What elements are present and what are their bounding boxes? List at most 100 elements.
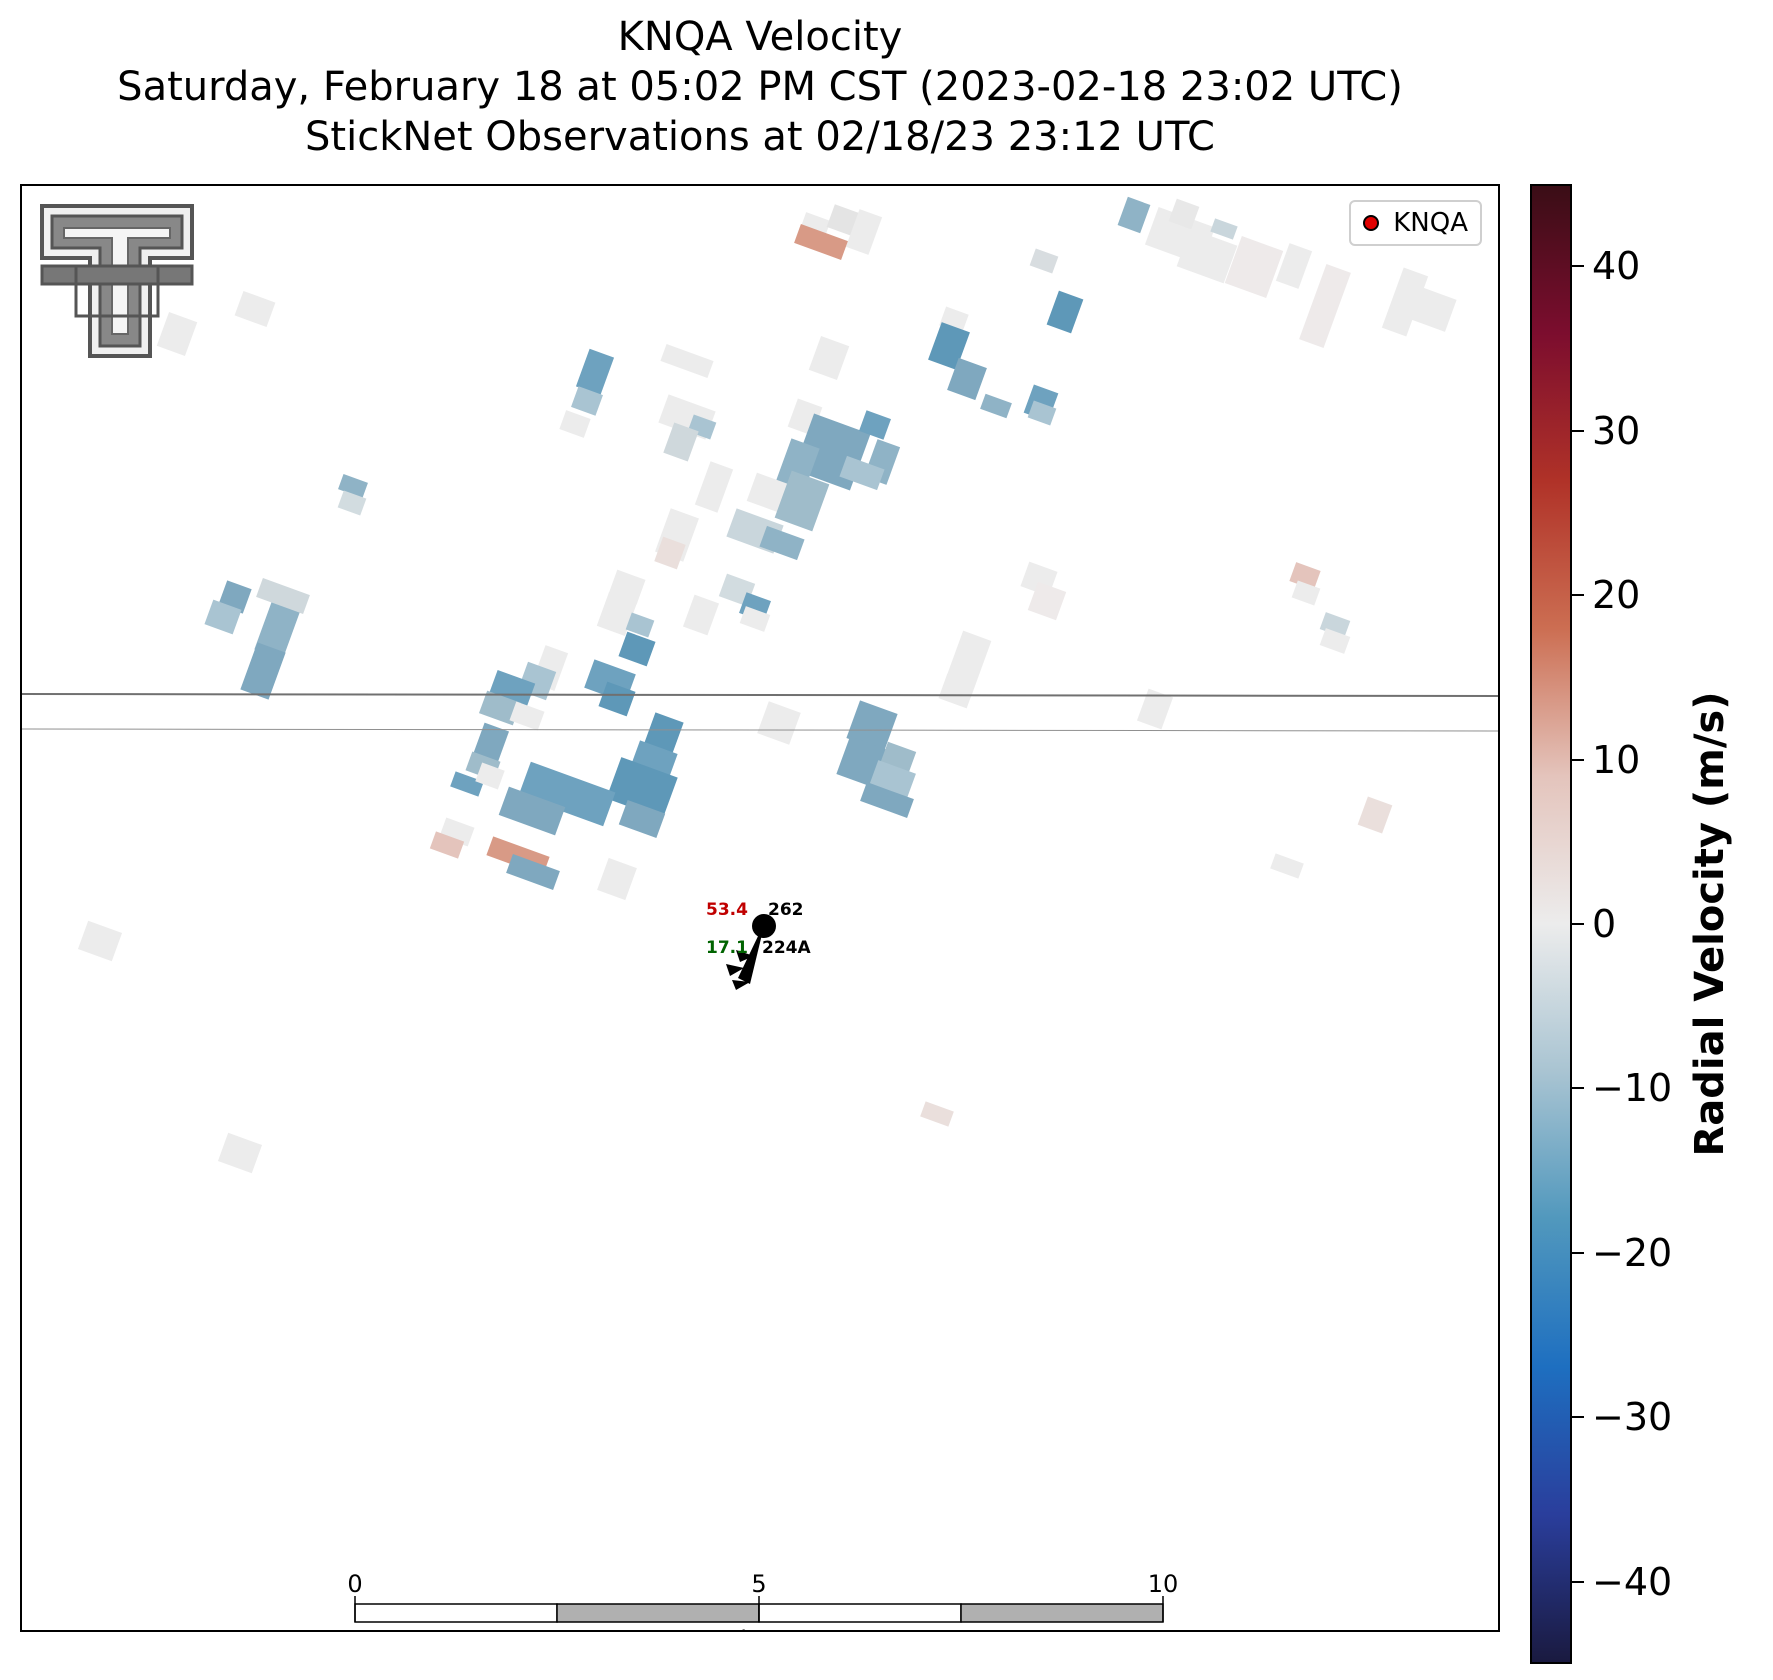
velocity-bin <box>1046 290 1084 334</box>
velocity-bin <box>682 594 720 636</box>
velocity-bin <box>338 474 368 498</box>
scale-bar <box>354 1596 1164 1623</box>
velocity-bin <box>1319 628 1351 654</box>
velocity-bin <box>1270 853 1304 879</box>
radar-map[interactable]: KNQA 53.4 262 17.1 224A 0 5 10 km <box>20 184 1500 1632</box>
station-plot <box>726 914 776 990</box>
velocity-bin <box>156 311 198 357</box>
velocity-bin <box>947 357 987 401</box>
velocity-bin <box>739 606 771 632</box>
knqa-marker-icon <box>1363 215 1380 231</box>
scale-tick-10: 10 <box>1147 1570 1179 1598</box>
colorbar-tick-label: −30 <box>1592 1395 1673 1440</box>
velocity-bin <box>1291 580 1321 606</box>
velocity-bin <box>506 854 560 890</box>
velocity-bin <box>597 857 637 901</box>
colorbar-tick <box>1572 1251 1584 1254</box>
colorbar-tick-label: 20 <box>1592 573 1641 618</box>
colorbar-tick <box>1572 1087 1584 1090</box>
colorbar-tick-label: 40 <box>1592 244 1641 289</box>
velocity-bin <box>1136 688 1174 730</box>
velocity-bin <box>240 642 286 700</box>
velocity-bin <box>625 612 655 638</box>
texas-tech-logo-icon <box>40 204 194 358</box>
velocity-bin <box>1168 198 1200 230</box>
velocity-bin <box>429 831 465 859</box>
velocity-bin <box>217 1132 263 1174</box>
legend: KNQA <box>1349 200 1482 246</box>
velocity-bin <box>660 343 714 379</box>
velocity-bin <box>596 591 638 637</box>
velocity-bin <box>859 410 891 440</box>
velocity-bin <box>571 386 603 416</box>
velocity-bin <box>337 490 367 516</box>
velocity-bin <box>1210 218 1238 240</box>
colorbar-tick-label: 0 <box>1592 902 1617 946</box>
velocity-bin <box>980 393 1012 419</box>
velocity-bin <box>759 525 805 561</box>
colorbar-tick <box>1572 758 1584 761</box>
velocity-bin <box>1275 243 1313 289</box>
velocity-bin <box>475 762 505 790</box>
velocity-bin <box>1299 263 1351 349</box>
title-line-2: Saturday, February 18 at 05:02 PM CST (2… <box>117 64 1403 110</box>
title-line-1: KNQA Velocity <box>617 14 903 60</box>
velocity-bin <box>839 455 885 491</box>
colorbar-tick <box>1572 1416 1584 1419</box>
colorbar-tick-label: −10 <box>1592 1066 1673 1111</box>
velocity-bin <box>559 410 591 438</box>
velocity-bin <box>498 786 566 836</box>
colorbar <box>1530 184 1572 1664</box>
velocity-bin <box>234 290 276 328</box>
velocity-bin <box>845 209 883 255</box>
velocity-bin <box>826 204 860 236</box>
velocity-bin <box>860 782 914 818</box>
station-dewpoint: 17.1 <box>706 938 748 958</box>
velocity-bin <box>846 700 898 752</box>
velocity-bin <box>618 631 656 667</box>
velocity-bin <box>518 761 616 827</box>
velocity-bin <box>1224 235 1284 299</box>
velocity-bin <box>256 578 310 614</box>
velocity-bin <box>654 536 686 570</box>
velocity-bin <box>1176 228 1238 284</box>
legend-label: KNQA <box>1393 208 1468 238</box>
colorbar-tick-label: 10 <box>1592 737 1641 782</box>
colorbar-tick-label: −40 <box>1592 1559 1673 1604</box>
colorbar-tick-label: −20 <box>1592 1230 1673 1275</box>
velocity-bin <box>663 422 699 462</box>
colorbar-tick-label: 30 <box>1592 408 1641 453</box>
colorbar-title: Radial Velocity (m/s) <box>1687 691 1733 1157</box>
velocity-bin <box>77 920 123 962</box>
velocity-bin <box>1381 267 1429 337</box>
scale-tick-5: 5 <box>751 1570 767 1598</box>
velocity-bin <box>774 438 820 496</box>
velocity-bin <box>774 470 830 532</box>
colorbar-tick <box>1572 1580 1584 1583</box>
station-id: 224A <box>762 938 811 958</box>
velocity-bin <box>794 224 848 260</box>
velocity-bin <box>478 690 522 726</box>
velocity-bin <box>808 335 850 381</box>
velocity-bin <box>606 757 678 819</box>
velocity-bin <box>1407 286 1457 332</box>
boundary-line <box>22 693 1498 697</box>
velocity-bin <box>938 673 976 709</box>
velocity-bin <box>757 701 801 745</box>
velocity-bin <box>598 681 636 717</box>
colorbar-tick <box>1572 265 1584 268</box>
velocity-bin <box>694 461 734 513</box>
colorbar-tick <box>1572 923 1584 925</box>
colorbar-tick <box>1572 594 1584 597</box>
station-pressure: 262 <box>768 900 804 920</box>
velocity-bin <box>254 602 300 660</box>
velocity-bin <box>920 1101 954 1127</box>
velocity-bin <box>509 701 545 731</box>
velocity-bin <box>928 322 970 370</box>
velocity-field <box>22 196 1498 1623</box>
boundary-line <box>22 728 1498 732</box>
velocity-bin <box>1027 400 1057 426</box>
colorbar-tick <box>1572 429 1584 432</box>
velocity-bin <box>618 799 666 839</box>
velocity-bin <box>1027 581 1067 621</box>
